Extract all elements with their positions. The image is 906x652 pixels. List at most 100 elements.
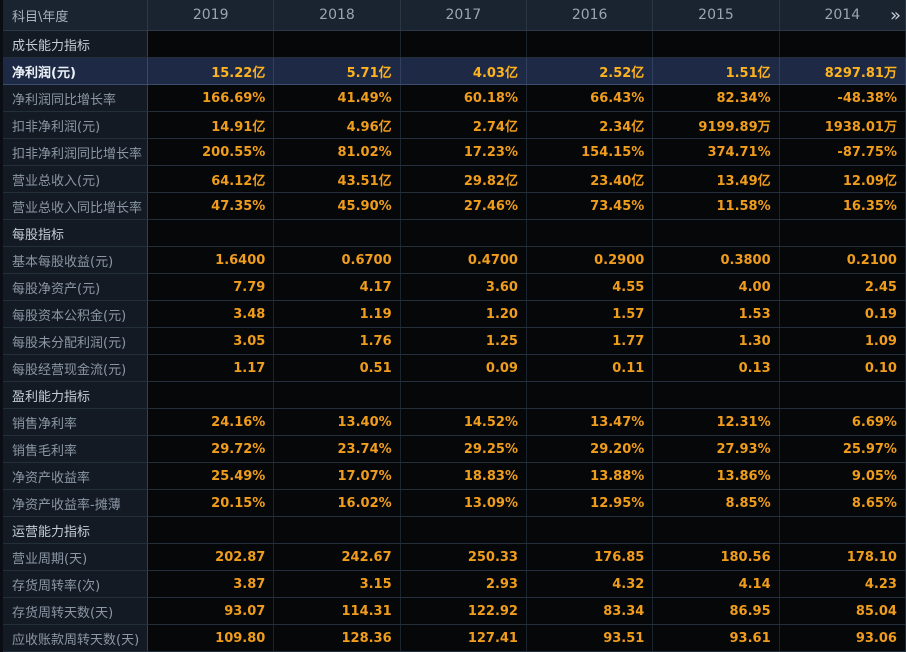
row-value: 2.45 — [779, 274, 906, 300]
table-row[interactable]: 每股经营现金流(元) 1.17 0.51 0.09 0.11 0.13 0.10 — [3, 355, 906, 382]
row-value: 83.34 — [526, 598, 654, 624]
row-value: 64.12亿 — [148, 166, 275, 192]
section-header-row: 每股指标 — [3, 220, 906, 247]
empty-cell — [148, 220, 275, 246]
row-value: -87.75% — [779, 139, 906, 165]
row-value: 5.71亿 — [274, 58, 401, 84]
row-value: 29.72% — [148, 436, 275, 462]
header-year-2016: 2016 — [526, 0, 654, 30]
row-value: 1.76 — [274, 328, 401, 354]
table-row[interactable]: 应收账款周转天数(天) 109.80 128.36 127.41 93.51 93.61 9… — [3, 625, 906, 652]
table-row[interactable]: 每股未分配利润(元) 3.05 1.76 1.25 1.77 1.30 1.09 — [3, 328, 906, 355]
row-value: 18.83% — [400, 463, 527, 489]
row-value: 109.80 — [148, 625, 275, 651]
row-value: 3.87 — [148, 571, 275, 597]
row-value: 114.31 — [274, 598, 401, 624]
table-row[interactable]: 营业总收入(元) 64.12亿 43.51亿 29.82亿 23.40亿 13.49亿 12… — [3, 166, 906, 193]
row-value: 12.95% — [526, 490, 654, 516]
row-value: 1938.01万 — [779, 112, 906, 138]
header-year-2017: 2017 — [400, 0, 527, 30]
table-row[interactable]: 净利润(元) 15.22亿 5.71亿 4.03亿 2.52亿 1.51亿 8297.81万 — [3, 58, 906, 85]
table-row[interactable]: 销售毛利率 29.72% 23.74% 29.25% 29.20% 27.93% 25.97… — [3, 436, 906, 463]
table-header-row: 科目\年度 2019 2018 2017 2016 2015 2014» — [3, 0, 906, 31]
row-value: 66.43% — [526, 85, 654, 111]
row-value: 8.65% — [779, 490, 906, 516]
row-value: 166.69% — [148, 85, 275, 111]
table-row[interactable]: 扣非净利润同比增长率 200.55% 81.02% 17.23% 154.15% 374.… — [3, 139, 906, 166]
table-row[interactable]: 净资产收益率 25.49% 17.07% 18.83% 13.88% 13.86% 9.05… — [3, 463, 906, 490]
row-label: 营业总收入(元) — [3, 166, 148, 192]
row-value: 0.11 — [526, 355, 654, 381]
row-label: 销售净利率 — [3, 409, 148, 435]
row-value: 29.20% — [526, 436, 654, 462]
row-value: 41.49% — [274, 85, 401, 111]
table-row[interactable]: 销售净利率 24.16% 13.40% 14.52% 13.47% 12.31% 6.69% — [3, 409, 906, 436]
table-row[interactable]: 基本每股收益(元) 1.6400 0.6700 0.4700 0.2900 0.3800 0… — [3, 247, 906, 274]
row-label: 存货周转率(次) — [3, 571, 148, 597]
row-label: 净利润(元) — [3, 58, 148, 84]
row-value: 0.2900 — [526, 247, 654, 273]
row-value: 3.15 — [274, 571, 401, 597]
row-value: 6.69% — [779, 409, 906, 435]
row-label: 每股未分配利润(元) — [3, 328, 148, 354]
empty-cell — [653, 220, 780, 246]
row-value: 2.93 — [400, 571, 527, 597]
row-value: 1.20 — [400, 301, 527, 327]
empty-cell — [779, 31, 906, 57]
row-value: 0.51 — [274, 355, 401, 381]
row-value: 8297.81万 — [779, 58, 906, 84]
section-header-row: 盈利能力指标 — [3, 382, 906, 409]
row-label: 基本每股收益(元) — [3, 247, 148, 273]
table-row[interactable]: 净利润同比增长率 166.69% 41.49% 60.18% 66.43% 82.34% -… — [3, 85, 906, 112]
row-value: 2.52亿 — [526, 58, 654, 84]
table-row[interactable]: 每股资本公积金(元) 3.48 1.19 1.20 1.57 1.53 0.19 — [3, 301, 906, 328]
table-row[interactable]: 净资产收益率-摊薄 20.15% 16.02% 13.09% 12.95% 8.85% 8.… — [3, 490, 906, 517]
row-label: 销售毛利率 — [3, 436, 148, 462]
row-value: 25.97% — [779, 436, 906, 462]
row-value: 374.71% — [653, 139, 780, 165]
table-row[interactable]: 营业周期(天) 202.87 242.67 250.33 176.85 180.56 178… — [3, 544, 906, 571]
row-value: 13.88% — [526, 463, 654, 489]
row-value: 13.47% — [526, 409, 654, 435]
row-label: 扣非净利润(元) — [3, 112, 148, 138]
row-value: 45.90% — [274, 193, 401, 219]
empty-cell — [400, 382, 527, 408]
row-value: 4.00 — [653, 274, 780, 300]
more-years-chevron-icon[interactable]: » — [889, 4, 901, 26]
row-value: 25.49% — [148, 463, 275, 489]
row-value: 14.52% — [400, 409, 527, 435]
row-value: 0.19 — [779, 301, 906, 327]
row-value: 13.49亿 — [653, 166, 780, 192]
empty-cell — [653, 31, 780, 57]
row-value: 93.07 — [148, 598, 275, 624]
table-row[interactable]: 营业总收入同比增长率 47.35% 45.90% 27.46% 73.45% 11.58%… — [3, 193, 906, 220]
row-value: 1.77 — [526, 328, 654, 354]
row-value: 3.05 — [148, 328, 275, 354]
row-value: 0.13 — [653, 355, 780, 381]
row-value: 2.34亿 — [526, 112, 654, 138]
table-row[interactable]: 存货周转率(次) 3.87 3.15 2.93 4.32 4.14 4.23 — [3, 571, 906, 598]
empty-cell — [400, 517, 527, 543]
table-row[interactable]: 扣非净利润(元) 14.91亿 4.96亿 2.74亿 2.34亿 9199.89万 193… — [3, 112, 906, 139]
row-value: 1.25 — [400, 328, 527, 354]
table-row[interactable]: 每股净资产(元) 7.79 4.17 3.60 4.55 4.00 2.45 — [3, 274, 906, 301]
row-value: 180.56 — [653, 544, 780, 570]
row-value: 9.05% — [779, 463, 906, 489]
section-title: 运营能力指标 — [3, 517, 148, 543]
table-body: 成长能力指标 净利润(元) 15.22亿 5.71亿 4.03亿 2.52亿 1.51亿 82… — [3, 31, 906, 652]
empty-cell — [779, 220, 906, 246]
section-title: 成长能力指标 — [3, 31, 148, 57]
row-label: 营业周期(天) — [3, 544, 148, 570]
section-header-row: 成长能力指标 — [3, 31, 906, 58]
row-value: 0.3800 — [653, 247, 780, 273]
row-value: 29.25% — [400, 436, 527, 462]
row-value: 4.14 — [653, 571, 780, 597]
row-value: 60.18% — [400, 85, 527, 111]
empty-cell — [274, 517, 401, 543]
empty-cell — [148, 382, 275, 408]
row-value: -48.38% — [779, 85, 906, 111]
row-value: 3.48 — [148, 301, 275, 327]
empty-cell — [526, 31, 654, 57]
row-value: 1.30 — [653, 328, 780, 354]
table-row[interactable]: 存货周转天数(天) 93.07 114.31 122.92 83.34 86.95 85.0… — [3, 598, 906, 625]
